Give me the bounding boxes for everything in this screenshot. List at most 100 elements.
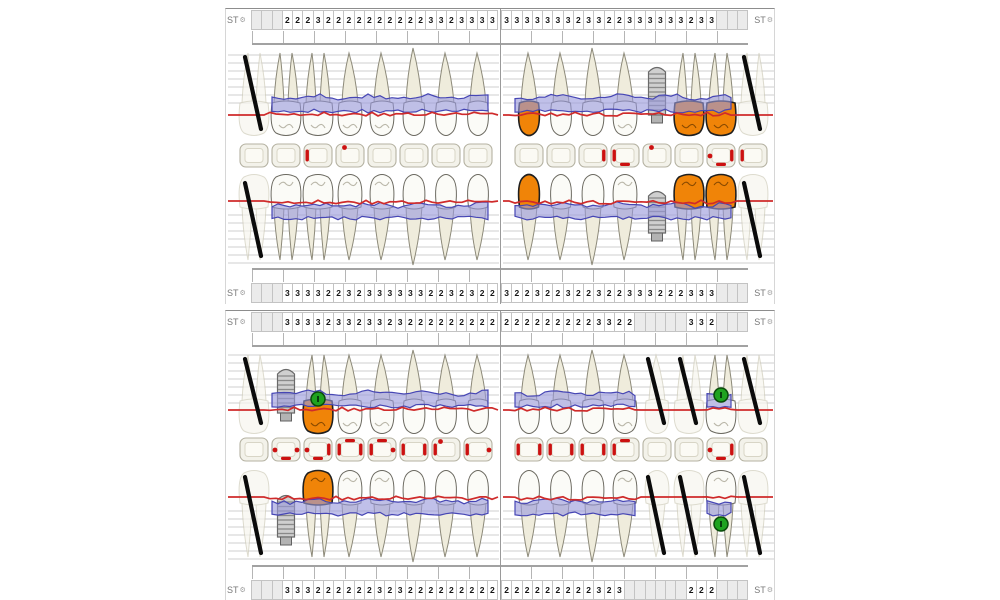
implant[interactable] xyxy=(647,190,667,242)
tooth[interactable] xyxy=(550,51,572,136)
occlusal-view[interactable] xyxy=(610,143,640,168)
bleeding-mark xyxy=(716,162,726,166)
st-cell[interactable]: 2 xyxy=(486,283,498,303)
occlusal-view[interactable] xyxy=(271,437,301,462)
upper-teeth-row xyxy=(226,45,774,141)
occlusal-view[interactable] xyxy=(399,437,429,462)
green-marker[interactable] xyxy=(310,391,326,407)
tooth[interactable] xyxy=(369,174,395,261)
cusp-line xyxy=(713,477,729,483)
occlusal-view[interactable] xyxy=(642,143,672,168)
st-cell[interactable] xyxy=(736,312,748,332)
occlusal-view[interactable] xyxy=(463,143,493,168)
occlusal-view[interactable] xyxy=(738,143,768,168)
tooth-crown xyxy=(238,174,270,210)
cusp-line xyxy=(342,181,358,187)
tooth[interactable] xyxy=(467,174,489,261)
occlusal-view[interactable] xyxy=(546,143,576,168)
occlusal-view[interactable] xyxy=(706,437,736,462)
tooth[interactable] xyxy=(270,52,302,136)
occlusal-view[interactable] xyxy=(239,143,269,168)
gear-icon: ⚙ xyxy=(239,289,246,297)
st-cell[interactable] xyxy=(736,10,748,30)
st-cell[interactable]: 3 xyxy=(486,10,498,30)
occlusal-view[interactable] xyxy=(514,143,544,168)
missing-tooth[interactable] xyxy=(644,353,670,434)
tooth[interactable] xyxy=(402,47,426,136)
occlusal-view[interactable] xyxy=(514,437,544,462)
occlusal-view[interactable] xyxy=(367,143,397,168)
occlusal-view[interactable] xyxy=(674,143,704,168)
tooth[interactable] xyxy=(337,470,363,558)
occlusal-view[interactable] xyxy=(463,437,493,462)
tooth-crown xyxy=(673,398,705,434)
occlusal-view[interactable] xyxy=(335,437,365,462)
green-marker[interactable] xyxy=(713,516,729,532)
tooth[interactable] xyxy=(673,52,705,137)
tooth-root xyxy=(341,353,359,402)
quadrant-lower-left xyxy=(226,171,501,268)
st-cell[interactable] xyxy=(736,580,748,600)
gingival-margin-line xyxy=(503,199,773,205)
occlusal-view[interactable] xyxy=(399,143,429,168)
occlusal-view[interactable] xyxy=(610,437,640,462)
cusp-line xyxy=(713,123,729,129)
bleeding-mark xyxy=(620,439,630,443)
st-cell[interactable] xyxy=(736,283,748,303)
tooth[interactable] xyxy=(612,470,638,558)
tooth[interactable] xyxy=(435,51,457,136)
st-label-text: ST xyxy=(754,317,766,327)
occlusal-view[interactable] xyxy=(546,437,576,462)
occlusal-view[interactable] xyxy=(431,143,461,168)
tooth[interactable] xyxy=(517,173,541,261)
tooth-root xyxy=(690,502,702,558)
occlusal-view[interactable] xyxy=(642,437,672,462)
tooth[interactable] xyxy=(337,174,363,261)
lower-teeth-row xyxy=(226,465,774,565)
tooth[interactable] xyxy=(402,174,426,266)
bleeding-mark xyxy=(707,153,713,159)
tooth[interactable] xyxy=(369,51,395,136)
tooth[interactable] xyxy=(402,470,426,563)
occlusal-view[interactable] xyxy=(271,143,301,168)
occlusal-view[interactable] xyxy=(431,437,461,462)
green-marker[interactable] xyxy=(713,387,729,403)
tooth[interactable] xyxy=(705,52,737,137)
tooth[interactable] xyxy=(467,51,489,136)
tooth[interactable] xyxy=(302,354,334,435)
st-cell[interactable]: 2 xyxy=(486,312,498,332)
occlusal-view[interactable] xyxy=(335,143,365,168)
tooth[interactable] xyxy=(337,51,363,136)
st-label: ST ⚙ xyxy=(748,580,774,600)
tooth[interactable] xyxy=(302,174,334,261)
occlusal-view[interactable] xyxy=(239,437,269,462)
tooth[interactable] xyxy=(581,47,605,136)
st-cell[interactable]: 2 xyxy=(486,580,498,600)
tooth[interactable] xyxy=(517,51,541,137)
tooth[interactable] xyxy=(673,173,705,261)
bleeding-mark xyxy=(486,447,492,453)
occlusal-view[interactable] xyxy=(303,143,333,168)
teeth-quadrant-view xyxy=(503,349,774,434)
tooth[interactable] xyxy=(550,174,572,261)
bleeding-mark xyxy=(612,443,616,456)
teeth-quadrant-view xyxy=(228,47,499,136)
tooth-root xyxy=(255,206,267,261)
tooth-crown xyxy=(705,470,737,506)
tooth[interactable] xyxy=(581,174,605,266)
tooth[interactable] xyxy=(581,470,605,563)
occlusal-view[interactable] xyxy=(303,437,333,462)
gear-icon: ⚙ xyxy=(766,586,773,594)
occlusal-view[interactable] xyxy=(674,437,704,462)
occlusal-view[interactable] xyxy=(578,143,608,168)
tooth-crown xyxy=(737,398,769,434)
occlusal-view[interactable] xyxy=(578,437,608,462)
teeth-quadrant-view xyxy=(503,470,774,563)
occlusal-view[interactable] xyxy=(367,437,397,462)
occlusal-view[interactable] xyxy=(706,143,736,168)
cusp-line xyxy=(374,123,390,129)
tooth[interactable] xyxy=(550,470,572,558)
occlusal-view[interactable] xyxy=(738,437,768,462)
tooth[interactable] xyxy=(518,353,540,434)
